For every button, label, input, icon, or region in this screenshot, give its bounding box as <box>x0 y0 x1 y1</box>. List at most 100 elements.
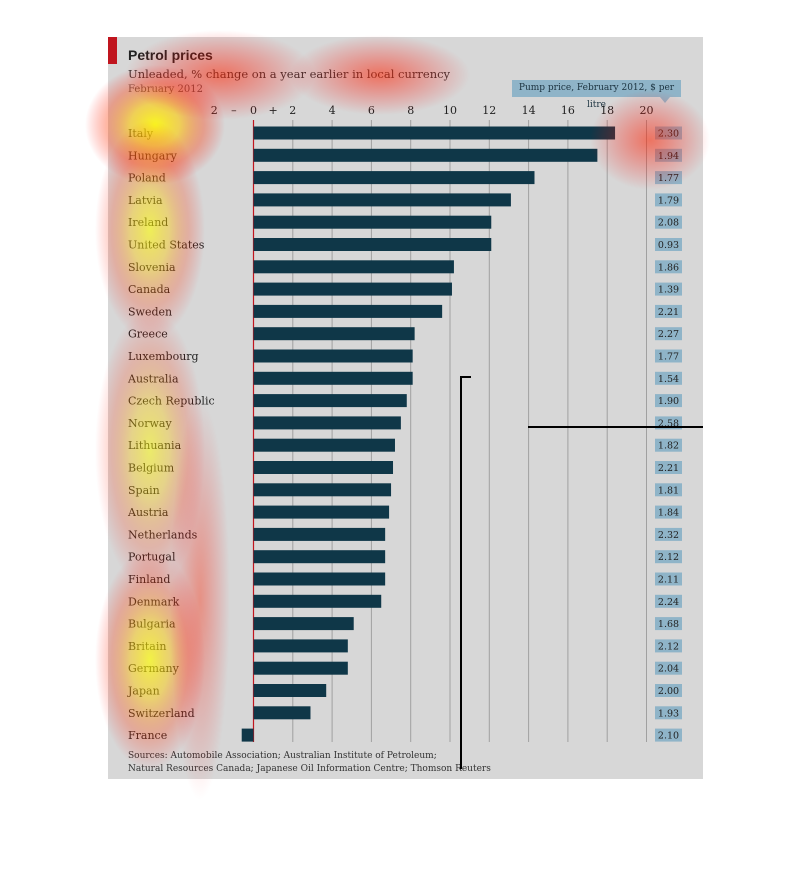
country-label: Poland <box>128 172 166 185</box>
x-tick-label: 18 <box>600 104 614 117</box>
bar <box>253 461 394 474</box>
bar <box>253 684 327 697</box>
x-tick-label: 2 <box>289 104 296 117</box>
bar <box>253 594 382 608</box>
bar <box>253 416 401 430</box>
pump-price-value: 1.93 <box>658 708 679 719</box>
price-box <box>655 327 682 341</box>
pump-price-value: 2.04 <box>658 664 679 675</box>
pump-price-value: 1.77 <box>658 352 679 363</box>
bar <box>253 527 386 541</box>
price-box <box>655 349 682 363</box>
bar <box>253 238 492 251</box>
bar <box>253 171 535 185</box>
price-box <box>655 572 682 586</box>
pump-price-value: 2.12 <box>658 552 679 563</box>
price-box <box>655 461 682 474</box>
bar <box>253 617 354 631</box>
pump-price-value: 2.12 <box>658 641 679 652</box>
country-label: France <box>128 729 167 742</box>
pump-price-value: 1.84 <box>658 508 679 519</box>
price-box <box>655 215 682 229</box>
price-box <box>655 282 682 296</box>
pump-price-value: 2.21 <box>658 307 679 318</box>
country-label: Ireland <box>128 216 168 229</box>
price-box <box>655 438 682 452</box>
pump-price-value: 2.10 <box>658 731 679 742</box>
country-label: Netherlands <box>128 528 198 541</box>
country-label: Latvia <box>128 194 163 207</box>
bar <box>253 126 616 140</box>
pump-price-value: 1.86 <box>658 262 679 273</box>
pump-price-value: 2.11 <box>658 575 679 586</box>
stray-tick-line <box>460 376 471 378</box>
bar <box>253 304 443 318</box>
country-label: Italy <box>128 127 154 140</box>
price-box <box>655 639 682 653</box>
bar <box>253 349 413 363</box>
price-box <box>655 684 682 697</box>
country-label: Britain <box>128 640 166 653</box>
bar <box>241 728 254 742</box>
price-box <box>655 706 682 720</box>
country-label: Greece <box>128 328 168 341</box>
price-box <box>655 527 682 541</box>
pump-price-value: 1.94 <box>658 151 679 162</box>
x-tick-label: 20 <box>640 104 654 117</box>
bar <box>253 572 386 586</box>
price-box <box>655 394 682 408</box>
x-tick-label: 0 <box>250 104 257 117</box>
bar <box>253 438 395 452</box>
pump-price-value: 2.08 <box>658 218 679 229</box>
country-label: Finland <box>128 573 170 586</box>
bar <box>253 661 348 675</box>
bar <box>253 148 598 162</box>
x-tick-label: 6 <box>368 104 375 117</box>
bar <box>253 483 392 497</box>
bar <box>253 639 348 653</box>
bar <box>253 505 390 519</box>
price-box <box>655 661 682 675</box>
pump-price-value: 2.21 <box>658 463 679 474</box>
bar <box>253 282 452 296</box>
x-tick-label: 4 <box>329 104 336 117</box>
price-box <box>655 304 682 318</box>
price-box <box>655 728 682 742</box>
pump-price-value: 1.68 <box>658 619 679 630</box>
country-label: Denmark <box>128 595 180 608</box>
pump-price-value: 1.77 <box>658 173 679 184</box>
price-box <box>655 505 682 519</box>
x-tick-label: 2 <box>211 104 218 117</box>
country-label: Hungary <box>128 149 178 162</box>
country-label: Germany <box>128 662 180 675</box>
country-label: Switzerland <box>128 707 195 720</box>
accent-bar <box>108 37 117 64</box>
country-label: Spain <box>128 484 160 497</box>
country-label: Japan <box>127 685 160 698</box>
country-label: Slovenia <box>128 261 176 274</box>
pump-price-value: 2.27 <box>658 329 679 340</box>
pump-price-value: 2.30 <box>658 129 679 140</box>
pump-price-value: 2.58 <box>658 418 679 429</box>
x-tick-label: 16 <box>561 104 575 117</box>
country-label: Belgium <box>128 462 175 475</box>
bar <box>253 371 413 385</box>
stray-horizontal-line <box>528 426 703 428</box>
bar <box>253 327 415 341</box>
x-tick-label: 8 <box>407 104 414 117</box>
x-tick-label: 12 <box>482 104 496 117</box>
pump-price-value: 1.54 <box>658 374 679 385</box>
sources-line-1: Sources: Automobile Association; Austral… <box>128 751 437 761</box>
country-label: Czech Republic <box>128 395 215 408</box>
pump-price-value: 1.81 <box>658 485 679 496</box>
country-label: Australia <box>127 372 179 385</box>
bar <box>253 706 311 720</box>
price-box <box>655 371 682 385</box>
country-label: Luxembourg <box>128 350 199 363</box>
country-label: Lithuania <box>128 439 182 452</box>
bar <box>253 394 407 408</box>
x-tick-label: + <box>269 104 278 117</box>
pump-price-value: 2.00 <box>658 686 679 697</box>
country-label: Canada <box>128 283 171 296</box>
